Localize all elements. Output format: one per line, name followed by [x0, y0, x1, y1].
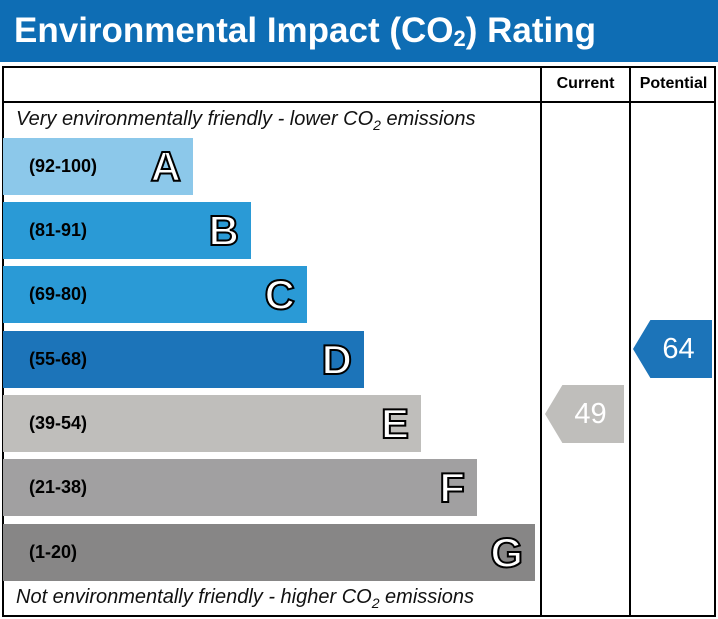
band-range: (81-91) — [29, 220, 88, 240]
column-divider — [629, 66, 631, 617]
title-text: Environmental Impact (CO — [14, 11, 454, 50]
column-divider — [540, 66, 542, 617]
bottom-note-text: Not environmentally friendly - higher CO — [16, 586, 372, 608]
band-letter: D — [321, 335, 353, 384]
band-b: (81-91) B — [3, 202, 251, 259]
band-range: (55-68) — [29, 349, 88, 369]
title-subscript: 2 — [453, 26, 466, 51]
band-g: (1-20) G — [3, 524, 535, 581]
band-letter: F — [438, 463, 466, 512]
page-title: Environmental Impact (CO2) Rating — [0, 0, 718, 62]
potential-rating-arrow: 64 — [633, 320, 712, 378]
band-range: (92-100) — [29, 156, 98, 176]
current-rating-arrow: 49 — [545, 385, 624, 443]
top-note: Very environmentally friendly - lower CO… — [16, 108, 475, 133]
bottom-note-sub: 2 — [371, 595, 380, 611]
band-range: (39-54) — [29, 413, 88, 433]
band-letter: A — [150, 142, 182, 191]
column-header-current: Current — [556, 75, 615, 92]
band-a: (92-100) A — [3, 138, 193, 195]
title-text-end: ) Rating — [465, 11, 597, 50]
band-range: (21-38) — [29, 477, 88, 497]
top-note-text: Very environmentally friendly - lower CO — [16, 108, 374, 130]
band-letter: G — [489, 528, 524, 577]
header-divider — [2, 101, 716, 103]
band-letter: B — [208, 206, 240, 255]
band-letter: C — [264, 270, 296, 319]
band-f: (21-38) F — [3, 459, 477, 516]
bottom-note: Not environmentally friendly - higher CO… — [16, 586, 474, 611]
band-letter: E — [380, 399, 410, 448]
top-note-sub: 2 — [373, 117, 381, 133]
band-d: (55-68) D — [3, 331, 364, 388]
band-range: (1-20) — [29, 542, 78, 562]
column-header-potential: Potential — [639, 75, 708, 92]
bottom-note-end: emissions — [379, 586, 474, 608]
band-c: (69-80) C — [3, 266, 307, 323]
band-range: (69-80) — [29, 284, 88, 304]
band-e: (39-54) E — [3, 395, 421, 452]
top-note-end: emissions — [380, 108, 476, 130]
